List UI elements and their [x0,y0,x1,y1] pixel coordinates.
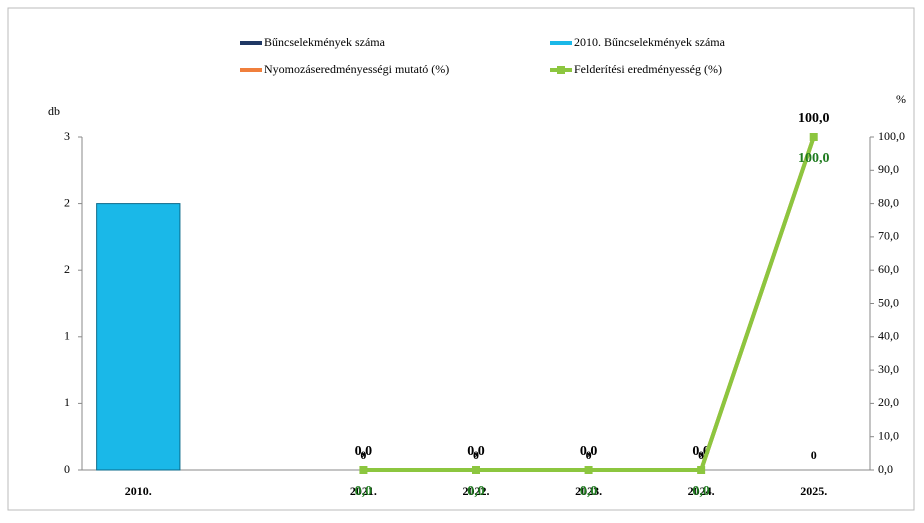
y2-tick-label: 100,0 [878,129,905,143]
y2-tick-label: 70,0 [878,229,899,243]
y2-tick-label: 20,0 [878,395,899,409]
y2-tick-label: 10,0 [878,428,899,442]
line-marker [697,466,705,474]
point-value-label: 0,0 [467,484,485,499]
y2-tick-label: 50,0 [878,295,899,309]
line-marker [810,133,818,141]
y2-tick-label: 30,0 [878,362,899,376]
y2-tick-label: 80,0 [878,195,899,209]
legend-label: Bűncselekmények száma [264,35,386,49]
y-tick-label: 1 [64,395,70,409]
line-marker [585,466,593,474]
y2-tick-label: 60,0 [878,262,899,276]
bar [97,204,180,470]
y2-tick-label: 40,0 [878,329,899,343]
point-value-label: 0,0 [467,444,485,459]
point-value-label: 100,0 [798,111,830,126]
x-tick-label: 2025. [800,484,827,498]
y-tick-label: 0 [64,462,70,476]
y-tick-label: 1 [64,329,70,343]
legend-label: Felderítési eredményesség (%) [574,62,722,76]
line-marker [472,466,480,474]
legend-label: 2010. Bűncselekmények száma [574,35,726,49]
y2-axis-label: % [896,92,906,106]
y-axis-label: db [48,104,60,118]
y2-tick-label: 0,0 [878,462,893,476]
legend-label: Nyomozáseredményességi mutató (%) [264,62,449,76]
y-tick-label: 2 [64,262,70,276]
point-value-label: 0,0 [692,484,710,499]
point-value-label: 0,0 [580,484,598,499]
point-value-label: 100,0 [798,151,830,166]
legend-marker [557,66,565,74]
bar-value-label: 0 [811,448,817,462]
y2-tick-label: 90,0 [878,162,899,176]
x-tick-label: 2010. [125,484,152,498]
line-marker [359,466,367,474]
chart: db % 0112230,010,020,030,040,050,060,070… [0,0,924,518]
y-tick-label: 2 [64,195,70,209]
y-tick-label: 3 [64,129,70,143]
point-value-label: 0,0 [355,444,373,459]
point-value-label: 0,0 [580,444,598,459]
point-value-label: 0,0 [355,484,373,499]
